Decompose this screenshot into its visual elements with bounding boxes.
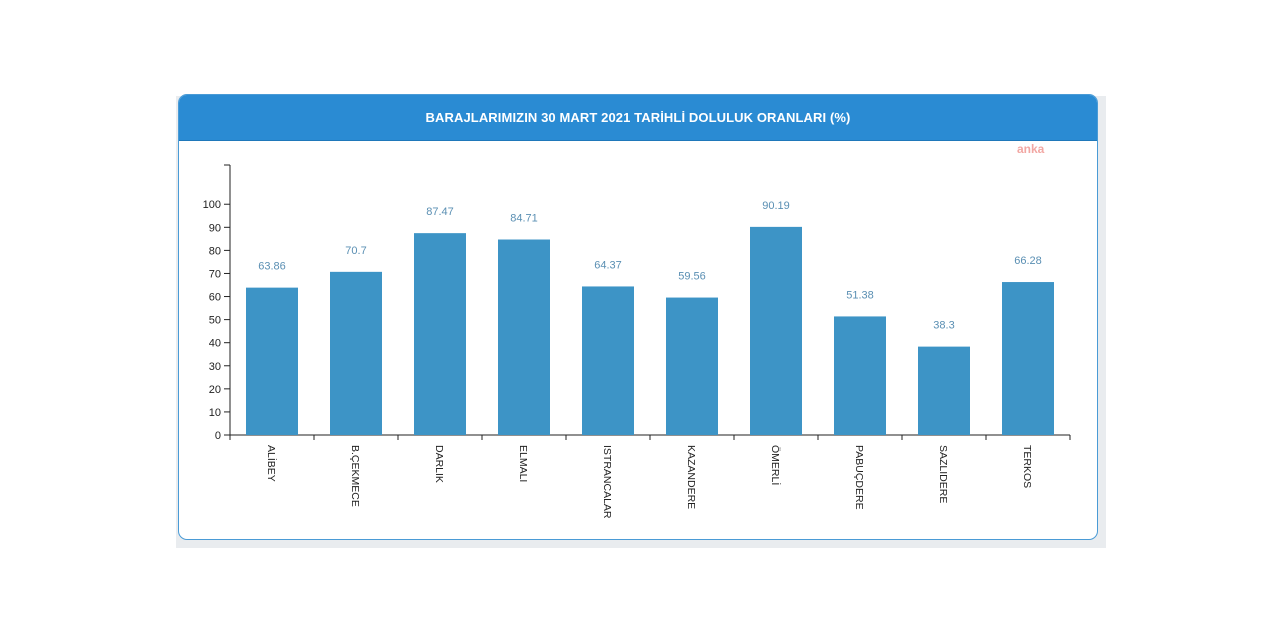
watermark-logo: anka — [1017, 142, 1045, 156]
bar — [498, 239, 550, 435]
x-category-label: SAZLIDERE — [937, 445, 949, 503]
bar — [246, 287, 298, 435]
y-tick-label: 100 — [203, 199, 221, 211]
x-category-label: ISTRANCALAR — [601, 445, 613, 519]
y-tick-label: 10 — [209, 407, 221, 419]
y-tick-label: 30 — [209, 361, 221, 373]
bar-value-label: 59.56 — [678, 271, 706, 283]
bar-value-label: 64.37 — [594, 259, 622, 271]
x-category-label: PABUÇDERE — [853, 445, 865, 510]
bar — [834, 316, 886, 435]
x-category-label: TERKOS — [1021, 445, 1033, 488]
y-tick-label: 0 — [215, 430, 221, 442]
bar-value-label: 38.3 — [933, 320, 954, 332]
bar — [666, 297, 718, 435]
chart-card: BARAJLARIMIZIN 30 MART 2021 TARİHLİ DOLU… — [178, 94, 1098, 540]
x-category-label: DARLIK — [433, 445, 445, 483]
x-category-label: ÖMERLİ — [769, 445, 782, 485]
bar — [750, 226, 802, 435]
x-category-label: B.ÇEKMECE — [349, 445, 361, 507]
x-category-label: ALİBEY — [265, 445, 278, 482]
bar-value-label: 63.86 — [258, 261, 286, 273]
y-tick-label: 70 — [209, 268, 221, 280]
bar-value-label: 84.71 — [510, 213, 538, 225]
x-category-label: KAZANDERE — [685, 445, 697, 509]
bar — [1002, 282, 1054, 435]
y-tick-label: 50 — [209, 315, 221, 327]
bar — [414, 233, 466, 435]
bar-value-label: 70.7 — [345, 245, 366, 257]
bar — [918, 346, 970, 435]
x-category-label: ELMALI — [517, 445, 529, 482]
y-tick-label: 20 — [209, 384, 221, 396]
chart-title: BARAJLARIMIZIN 30 MART 2021 TARİHLİ DOLU… — [179, 95, 1097, 141]
bar-value-label: 87.47 — [426, 206, 454, 218]
bar-value-label: 90.19 — [762, 200, 790, 212]
bar — [330, 271, 382, 435]
bar — [582, 286, 634, 435]
y-tick-label: 60 — [209, 292, 221, 304]
y-tick-label: 90 — [209, 222, 221, 234]
bar-value-label: 51.38 — [846, 289, 874, 301]
bar-value-label: 66.28 — [1014, 255, 1042, 267]
y-tick-label: 40 — [209, 338, 221, 350]
y-tick-label: 80 — [209, 245, 221, 257]
